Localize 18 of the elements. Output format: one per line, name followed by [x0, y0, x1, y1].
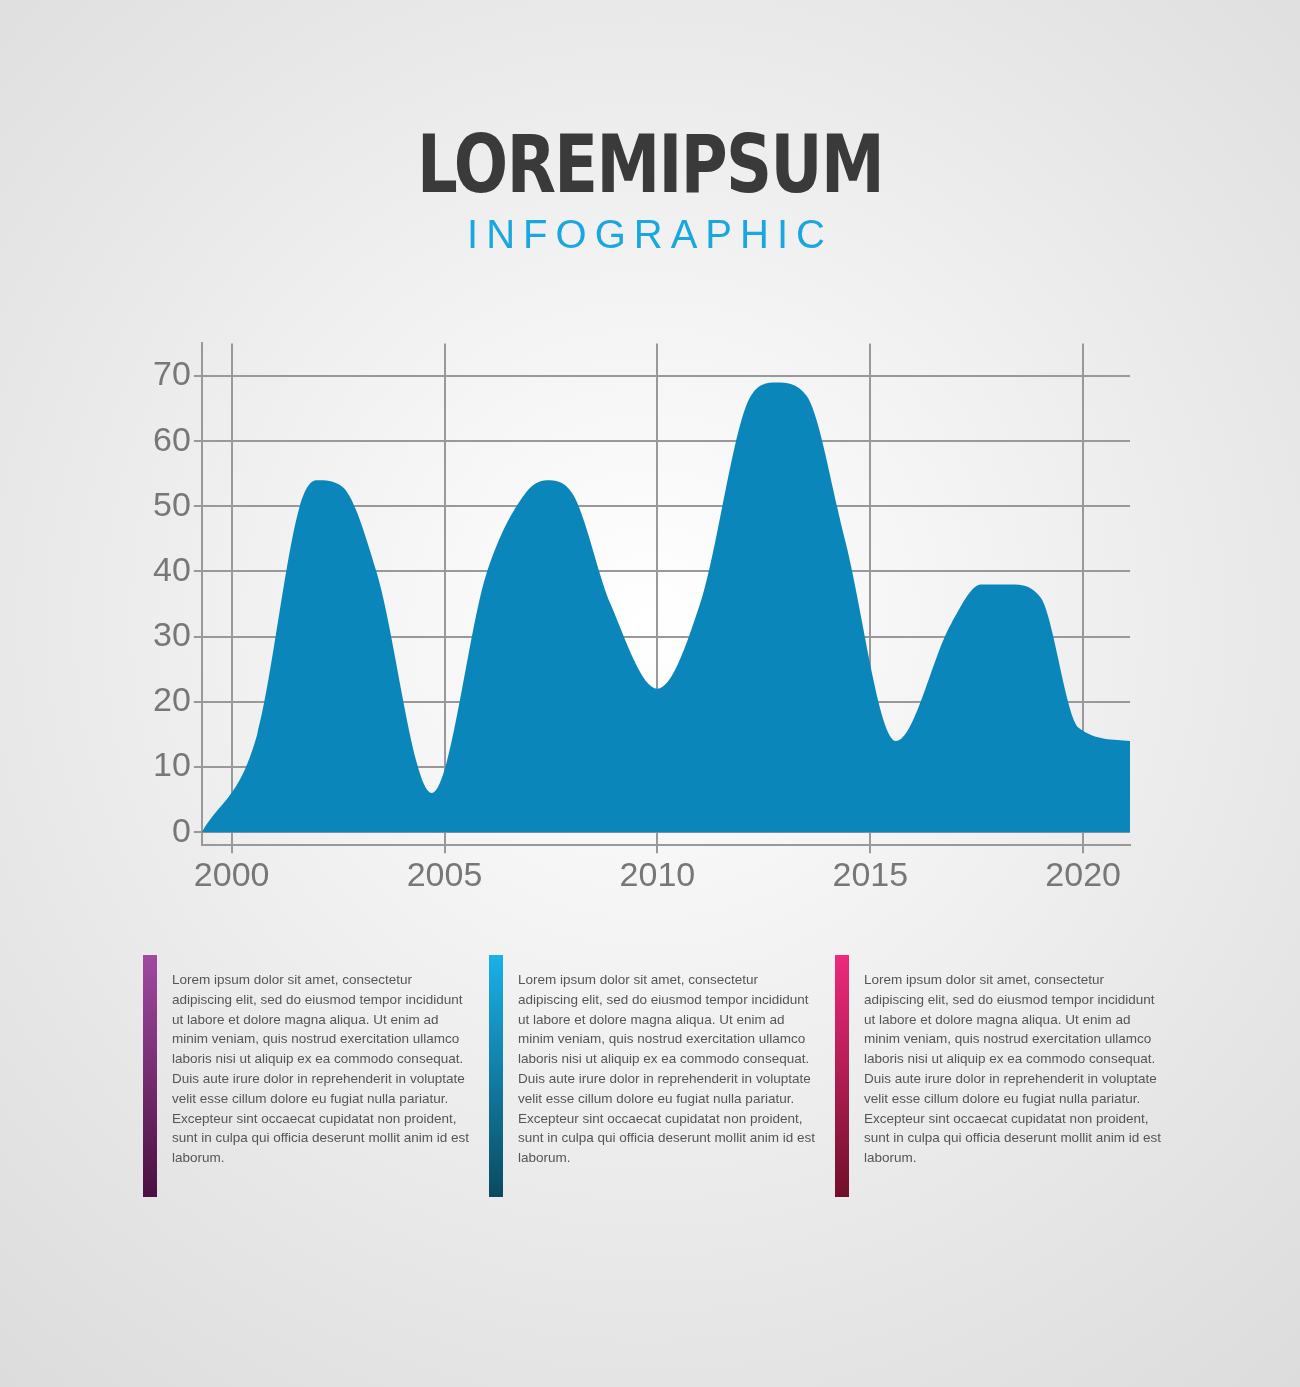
y-tick-label: 60 [152, 419, 191, 458]
chart-subtitle: INFOGRAPHIC [466, 212, 834, 257]
x-tick-label: 2010 [619, 854, 696, 893]
y-tick-label: 10 [152, 745, 191, 784]
x-tick-label: 2000 [193, 854, 270, 893]
x-tick-label: 2020 [1045, 854, 1121, 893]
y-tick-label: 70 [152, 354, 191, 393]
x-tick-label: 2005 [406, 854, 483, 893]
y-tick-label: 0 [171, 810, 191, 849]
chart-title: LOREMIPSUM [415, 118, 885, 211]
y-tick-label: 30 [152, 615, 191, 654]
x-tick-label: 2015 [832, 854, 909, 893]
text: Lorem ipsum dolor sit amet, consectetur adipiscing elit, sed do eiusmod tempor incididunt ut labore et dolore magna aliqua. Ut enim ad minim veniam, quis nostrud exercitation ullamco laboris nisi ut aliquip ex ea commodo consequat. Duis aute irure dolor in reprehenderit in voluptate velit esse cillum dolore eu fugiat nulla pariatur. Excepteur sint occaecat cupidatat non proident, sunt in culpa qui officia deserunt mollit anim id est laborum. [864, 972, 1161, 1166]
y-tick-label: 20 [152, 680, 191, 719]
text: Lorem ipsum dolor sit amet, consectetur adipiscing elit, sed do eiusmod tempor incididunt ut labore et dolore magna aliqua. Ut enim ad minim veniam, quis nostrud exercitation ullamco laboris nisi ut aliquip ex ea commodo consequat. Duis aute irure dolor in reprehenderit in voluptate velit esse cillum dolore eu fugiat nulla pariatur. Excepteur sint occaecat cupidatat non proident, sunt in culpa qui officia deserunt mollit anim id est laborum. [518, 972, 815, 1166]
y-tick-label: 40 [152, 549, 191, 588]
y-tick-label: 50 [152, 484, 191, 523]
text: Lorem ipsum dolor sit amet, consectetur adipiscing elit, sed do eiusmod tempor incididunt ut labore et dolore magna aliqua. Ut enim ad minim veniam, quis nostrud exercitation ullamco laboris nisi ut aliquip ex ea commodo consequat. Duis aute irure dolor in reprehenderit in voluptate velit esse cillum dolore eu fugiat nulla pariatur. Excepteur sint occaecat cupidatat non proident, sunt in culpa qui officia deserunt mollit anim id est laborum. [172, 972, 469, 1166]
